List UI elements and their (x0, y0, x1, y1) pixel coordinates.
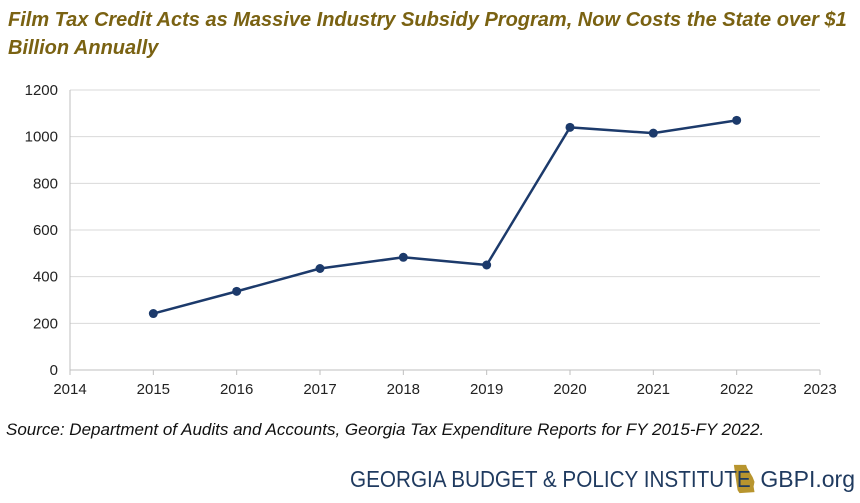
data-point (648, 128, 658, 138)
data-point (565, 122, 575, 132)
x-tick-label: 2020 (553, 381, 586, 398)
x-tick-label: 2014 (53, 381, 86, 398)
chart-title: Film Tax Credit Acts as Massive Industry… (8, 9, 847, 59)
y-tick-label: 1200 (25, 82, 58, 99)
y-tick-label: 400 (33, 269, 58, 286)
y-tick-label: 800 (33, 175, 58, 192)
organization-name: GEORGIA BUDGET & POLICY INSTITUTE (350, 465, 751, 492)
x-axis-ticks: 2014 2015 2016 2017 2018 2019 2020 2021 2022 2023 (53, 370, 837, 398)
data-point (232, 286, 242, 296)
x-tick-label: 2015 (137, 381, 170, 398)
x-tick-label: 2018 (387, 381, 420, 398)
x-tick-label: 2019 (470, 381, 503, 398)
data-point (315, 264, 325, 273)
data-point (732, 115, 742, 125)
gridlines (70, 89, 820, 324)
organization-url: GBPI.org (760, 465, 855, 492)
y-tick-label: 0 (50, 362, 58, 379)
data-point (398, 252, 408, 262)
source-note: Source: Department of Audits and Account… (6, 420, 765, 439)
series-line (153, 119, 737, 315)
x-tick-label: 2017 (303, 381, 336, 398)
data-point (148, 309, 158, 319)
x-tick-label: 2023 (803, 381, 836, 398)
georgia-state-outline-icon (733, 464, 755, 494)
y-tick-label: 1000 (25, 129, 58, 146)
y-tick-label: 200 (33, 315, 58, 332)
series-group (148, 115, 742, 319)
x-tick-label: 2022 (720, 381, 753, 398)
y-axis-ticks: 0 200 400 600 800 1000 1200 (25, 82, 58, 379)
data-point (482, 260, 492, 270)
y-tick-label: 600 (33, 222, 58, 239)
x-tick-label: 2016 (220, 381, 253, 398)
x-tick-label: 2021 (637, 381, 670, 398)
axes (69, 90, 820, 371)
footer-branding: GEORGIA BUDGET & POLICY INSTITUTE GBPI.o… (350, 462, 855, 496)
